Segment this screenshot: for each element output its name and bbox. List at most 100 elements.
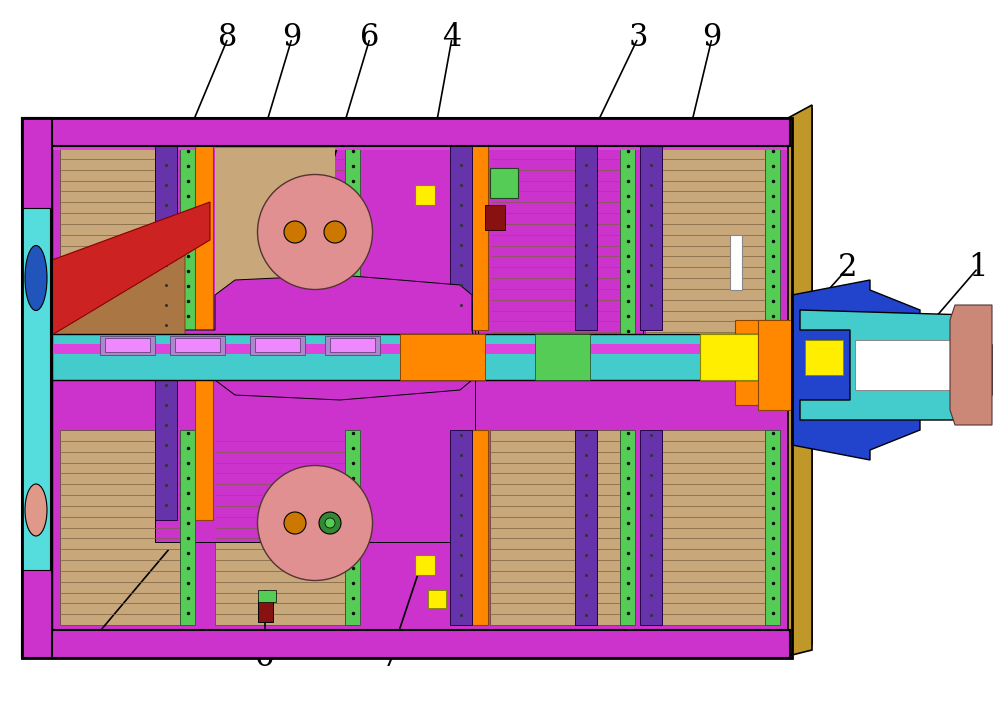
Text: 4: 4 [442, 22, 462, 54]
Bar [345, 148, 360, 343]
Bar [855, 340, 955, 390]
Text: 6: 6 [255, 643, 275, 673]
Polygon shape [157, 275, 473, 335]
Text: 3: 3 [628, 22, 648, 54]
Bar [175, 338, 220, 352]
Polygon shape [22, 118, 52, 656]
Ellipse shape [25, 245, 49, 309]
Bar [490, 168, 518, 198]
Bar [258, 600, 273, 622]
Polygon shape [250, 336, 305, 355]
Bar [575, 430, 597, 625]
Bar [52, 148, 790, 630]
Bar [450, 140, 472, 330]
Polygon shape [24, 245, 50, 310]
Bar [155, 345, 475, 542]
Bar [52, 140, 790, 150]
Text: 9: 9 [702, 22, 722, 54]
Bar [52, 344, 742, 354]
Bar [330, 338, 375, 352]
Text: 5: 5 [80, 628, 100, 658]
Polygon shape [157, 345, 473, 400]
Bar [478, 142, 643, 334]
Polygon shape [800, 310, 992, 420]
Polygon shape [325, 336, 380, 355]
Ellipse shape [25, 246, 47, 310]
Bar [22, 118, 790, 146]
Polygon shape [52, 255, 185, 340]
Bar [470, 430, 488, 625]
Polygon shape [792, 280, 920, 460]
Polygon shape [22, 148, 52, 656]
Bar [620, 430, 635, 625]
Polygon shape [170, 336, 225, 355]
Text: 7: 7 [380, 643, 400, 673]
Polygon shape [100, 336, 155, 355]
Text: 2: 2 [838, 253, 858, 284]
Bar [620, 148, 635, 343]
Bar [255, 338, 300, 352]
Text: 8: 8 [218, 22, 238, 54]
Bar [52, 646, 790, 656]
Bar [22, 118, 52, 658]
Polygon shape [22, 118, 790, 148]
Bar [535, 334, 590, 380]
Ellipse shape [284, 221, 306, 243]
Bar [640, 140, 662, 330]
Text: 9: 9 [282, 22, 302, 54]
Bar [450, 430, 472, 625]
Bar [22, 630, 790, 658]
Polygon shape [788, 105, 812, 656]
Ellipse shape [324, 221, 346, 243]
Polygon shape [52, 202, 210, 335]
Bar [155, 143, 475, 340]
Bar [490, 148, 620, 343]
Bar [215, 148, 345, 343]
Polygon shape [22, 208, 50, 570]
Polygon shape [22, 200, 52, 560]
Text: 6: 6 [360, 22, 380, 54]
Bar [180, 430, 195, 625]
Bar [258, 590, 276, 602]
Bar [490, 430, 620, 625]
Bar [22, 118, 792, 658]
Bar [640, 430, 662, 625]
Bar [215, 148, 335, 336]
Ellipse shape [325, 518, 335, 528]
Text: 1: 1 [968, 253, 988, 284]
Polygon shape [22, 200, 50, 570]
Bar [765, 430, 780, 625]
Bar [345, 430, 360, 625]
Bar [60, 430, 180, 625]
Bar [415, 185, 435, 205]
Ellipse shape [319, 512, 341, 534]
Bar [180, 148, 195, 343]
Bar [155, 140, 177, 520]
Bar [645, 430, 765, 625]
Bar [215, 430, 345, 625]
Bar [428, 590, 446, 608]
Bar [735, 320, 775, 405]
Bar [730, 235, 742, 290]
Ellipse shape [25, 484, 49, 536]
Polygon shape [790, 108, 812, 656]
Polygon shape [950, 305, 992, 425]
Bar [645, 148, 765, 343]
Ellipse shape [284, 512, 306, 534]
Polygon shape [22, 630, 790, 656]
Bar [765, 148, 780, 343]
Bar [400, 334, 485, 380]
Bar [485, 205, 505, 230]
Bar [700, 334, 758, 380]
Bar [758, 320, 793, 410]
Bar [805, 340, 843, 375]
Bar [105, 338, 150, 352]
Ellipse shape [25, 484, 47, 536]
Bar [470, 140, 488, 330]
Bar [575, 140, 597, 330]
Bar [52, 334, 797, 380]
Ellipse shape [258, 174, 372, 289]
Bar [60, 148, 180, 343]
Ellipse shape [258, 465, 372, 580]
Bar [195, 140, 213, 520]
